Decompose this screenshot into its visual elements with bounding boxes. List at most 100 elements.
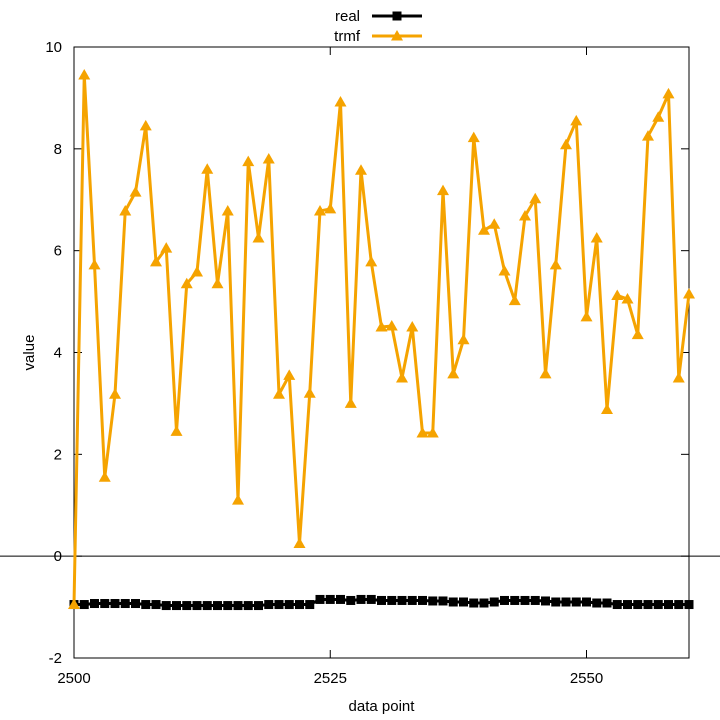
data-point-real: [131, 599, 140, 609]
data-point-trmf: [447, 367, 460, 379]
data-point-trmf: [232, 494, 244, 505]
legend: real trmf: [334, 8, 422, 45]
data-point-trmf: [621, 293, 634, 304]
data-point-trmf: [375, 321, 388, 332]
data-point-real: [100, 599, 110, 609]
legend-label-trmf: trmf: [334, 28, 361, 45]
data-point-real: [571, 597, 581, 607]
data-point-trmf: [68, 598, 80, 610]
data-point-real: [459, 597, 468, 607]
data-point-trmf: [191, 266, 203, 277]
data-point-real: [305, 600, 315, 610]
data-point-trmf: [252, 231, 265, 243]
data-point-real: [284, 600, 294, 610]
data-point-trmf: [590, 231, 603, 243]
data-point-trmf: [611, 289, 624, 300]
data-point-trmf: [98, 471, 111, 482]
data-point-trmf: [539, 367, 552, 379]
data-point-real: [141, 600, 151, 610]
legend-entry-real: real: [335, 8, 422, 25]
data-point-trmf: [519, 210, 531, 221]
series-real: [69, 594, 694, 611]
y-tick-label: 6: [54, 243, 62, 260]
y-tick-label: 10: [45, 39, 62, 56]
data-point-real: [151, 600, 161, 610]
y-tick-label: -2: [49, 650, 62, 667]
ticks: -2 0 2 4 6 8 10 2500 2525 2550: [45, 39, 689, 687]
data-point-trmf: [170, 425, 183, 436]
data-point-real: [377, 595, 386, 605]
data-point-real: [623, 600, 632, 610]
data-point-trmf: [129, 186, 142, 197]
data-point-real: [213, 601, 222, 611]
data-point-trmf: [314, 204, 326, 216]
data-point-trmf: [273, 388, 285, 399]
data-point-real: [79, 600, 89, 610]
data-point-real: [684, 600, 694, 610]
plot-frame: [73, 46, 690, 659]
data-point-real: [202, 601, 212, 611]
data-point-real: [612, 600, 622, 610]
data-point-real: [633, 600, 643, 610]
y-tick-label: 2: [54, 446, 62, 463]
data-point-real: [254, 601, 263, 611]
data-point-real: [428, 596, 438, 606]
data-point-real: [172, 601, 181, 611]
data-point-real: [664, 600, 673, 610]
data-point-real: [407, 595, 417, 605]
data-point-real: [161, 601, 171, 611]
data-point-trmf: [119, 204, 132, 216]
x-tick-label: 2550: [570, 670, 603, 687]
data-point-trmf: [160, 242, 173, 253]
data-point-trmf: [549, 258, 562, 270]
data-point-trmf: [303, 387, 316, 398]
data-point-real: [325, 594, 335, 604]
data-point-trmf: [139, 119, 152, 131]
data-point-real: [110, 599, 120, 609]
series-trmf: [68, 69, 695, 610]
data-point-trmf: [324, 202, 337, 214]
data-point-trmf: [406, 321, 419, 332]
data-point-trmf: [508, 294, 521, 306]
data-point-trmf: [109, 388, 121, 399]
series: [68, 69, 695, 611]
data-point-real: [479, 598, 489, 608]
legend-entry-trmf: trmf: [334, 28, 422, 45]
data-point-trmf: [601, 403, 613, 415]
data-point-trmf: [293, 537, 306, 548]
data-point-real: [366, 594, 376, 604]
data-point-trmf: [78, 69, 91, 80]
data-point-trmf: [180, 277, 193, 289]
data-point-trmf: [416, 426, 429, 438]
y-tick-label: 4: [54, 345, 62, 362]
data-point-real: [438, 596, 448, 606]
data-point-trmf: [221, 204, 234, 216]
x-tick-label: 2500: [57, 670, 90, 687]
data-point-trmf: [426, 426, 439, 438]
data-point-real: [489, 597, 499, 607]
data-point-real: [469, 598, 479, 608]
data-point-trmf: [570, 114, 583, 126]
y-tick-label: 8: [54, 141, 62, 158]
data-point-real: [233, 601, 243, 611]
data-point-real: [448, 597, 458, 607]
y-tick-label: 0: [54, 548, 62, 565]
data-point-real: [223, 601, 233, 611]
data-point-real: [418, 595, 427, 605]
data-point-real: [674, 600, 684, 610]
data-point-trmf: [672, 371, 685, 383]
data-point-real: [346, 595, 356, 605]
data-point-real: [264, 600, 274, 610]
data-point-trmf: [201, 163, 214, 174]
data-point-real: [653, 600, 663, 610]
data-point-trmf: [150, 255, 162, 267]
data-point-trmf: [488, 218, 501, 229]
data-point-trmf: [385, 320, 398, 331]
data-point-real: [551, 597, 561, 607]
data-point-trmf: [262, 153, 275, 164]
data-point-real: [274, 600, 284, 610]
data-point-real: [90, 599, 99, 609]
legend-label-real: real: [335, 8, 360, 25]
data-point-trmf: [334, 95, 347, 107]
